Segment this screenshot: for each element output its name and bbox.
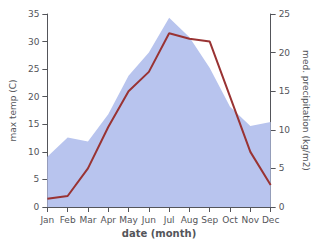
svg-text:20: 20 xyxy=(28,92,40,102)
svg-text:15: 15 xyxy=(28,119,39,129)
svg-text:max temp (C): max temp (C) xyxy=(8,79,18,141)
svg-text:Sep: Sep xyxy=(201,215,218,225)
svg-text:med. precipitation (kg/m2): med. precipitation (kg/m2) xyxy=(301,50,311,171)
svg-text:Jul: Jul xyxy=(163,215,175,225)
svg-text:10: 10 xyxy=(28,147,40,157)
svg-text:May: May xyxy=(119,215,138,225)
svg-text:Jan: Jan xyxy=(39,215,54,225)
svg-text:Jun: Jun xyxy=(141,215,156,225)
svg-text:5: 5 xyxy=(34,174,40,184)
svg-text:30: 30 xyxy=(28,37,40,47)
svg-text:Aug: Aug xyxy=(181,215,199,225)
svg-text:25: 25 xyxy=(28,64,39,74)
svg-text:Dec: Dec xyxy=(262,215,279,225)
svg-text:5: 5 xyxy=(279,163,285,173)
svg-text:0: 0 xyxy=(34,202,40,212)
svg-text:25: 25 xyxy=(279,9,290,19)
svg-text:Nov: Nov xyxy=(242,215,260,225)
svg-text:Apr: Apr xyxy=(100,215,116,225)
svg-text:date (month): date (month) xyxy=(122,228,196,239)
svg-text:Mar: Mar xyxy=(79,215,96,225)
svg-text:0: 0 xyxy=(279,202,285,212)
svg-text:15: 15 xyxy=(279,86,290,96)
svg-text:Oct: Oct xyxy=(222,215,238,225)
svg-text:20: 20 xyxy=(279,48,291,58)
svg-text:Feb: Feb xyxy=(60,215,76,225)
svg-text:35: 35 xyxy=(28,9,39,19)
svg-text:10: 10 xyxy=(279,125,291,135)
